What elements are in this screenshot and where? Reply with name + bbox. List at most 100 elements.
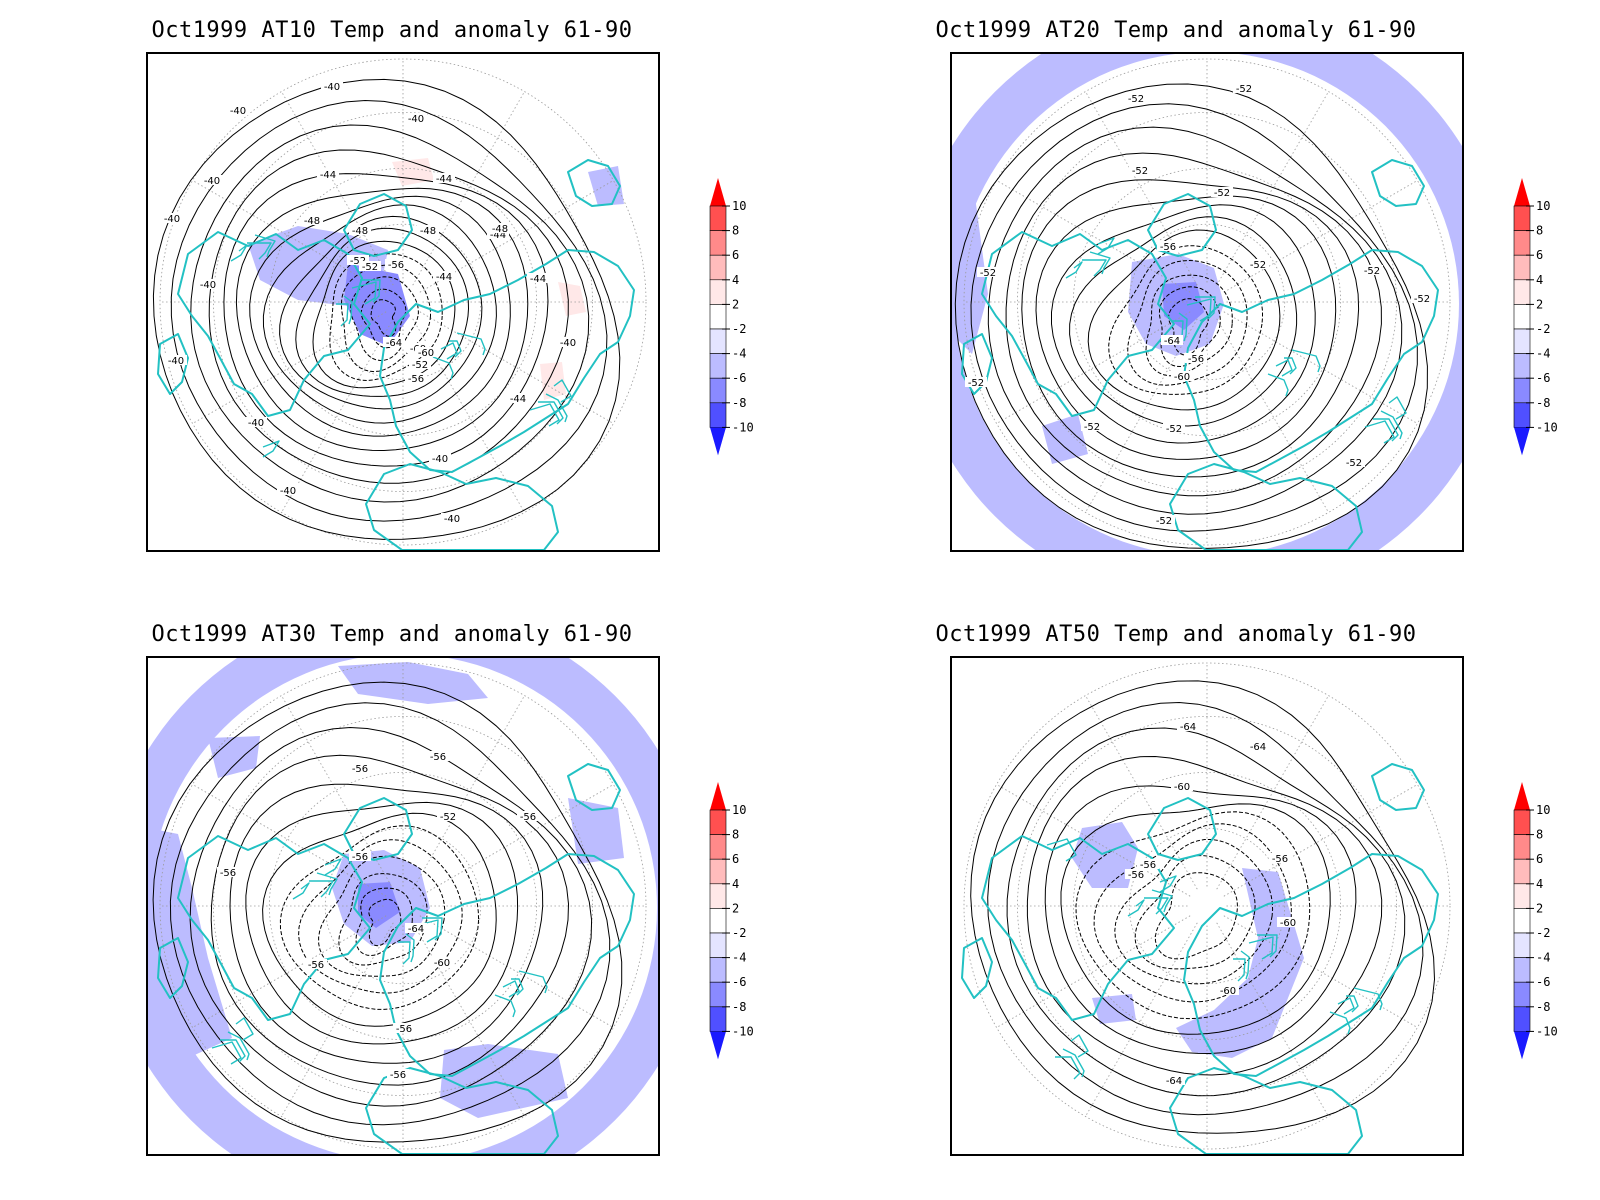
contour-label: -44 <box>530 274 546 285</box>
colorbar-tick-label: 10 <box>732 803 746 817</box>
colorbar-tick-label: -4 <box>732 347 746 361</box>
contour-label: -52 <box>1084 422 1100 433</box>
contour-label: -56 <box>390 1070 406 1081</box>
contour-label: -44 <box>320 170 336 181</box>
contour-label: -52 <box>980 268 996 279</box>
temperature-contours <box>954 83 1428 549</box>
contour-label: -56 <box>1160 242 1176 253</box>
colorbar-swatch <box>1513 353 1531 379</box>
polar-map-at50: -64-64-60-56-56-56-60-60-64 <box>961 662 1451 1154</box>
contour-label: -56 <box>430 752 446 763</box>
colorbar-tick-label: 10 <box>732 199 746 213</box>
colorbar-swatch <box>1513 254 1531 281</box>
colorbar-swatch <box>709 809 727 835</box>
contour-label: -52 <box>350 256 366 267</box>
contour-label: -52 <box>1214 188 1230 199</box>
colorbar-tick-label: 6 <box>732 248 739 262</box>
polar-map-at20: -52 -52 -52 -52 -52 -52 -52 -52 -52 -52 -52 -52 -52 -… <box>952 54 1462 550</box>
colorbar-swatch <box>709 957 727 983</box>
colorbar-tick-label: 8 <box>1536 224 1543 238</box>
contour-label: -56 <box>352 852 368 863</box>
colorbar-tick-label: 10 <box>1536 199 1550 213</box>
colorbar-tick-label: -8 <box>1536 1000 1550 1014</box>
contour-label: -44 <box>436 272 452 283</box>
colorbar-tick-label: 4 <box>732 877 739 891</box>
colorbar-tick-label: -8 <box>1536 396 1550 410</box>
colorbar-tick-label: 6 <box>1536 852 1543 866</box>
contour-label: -60 <box>418 348 434 359</box>
coastline-outline <box>157 159 635 550</box>
contour-labels: -64-64-60-56-56-56-60-60-64 <box>1125 721 1299 1087</box>
anomaly-shading <box>208 736 260 778</box>
contour-label: -52 <box>1156 516 1172 527</box>
colorbar-swatch <box>709 981 727 1008</box>
colorbar-swatch <box>709 858 727 885</box>
colorbar-swatch <box>1513 328 1531 354</box>
contour-label: -40 <box>164 214 180 225</box>
colorbar-swatch <box>709 254 727 281</box>
contour-label: -40 <box>200 280 216 291</box>
colorbar-tick-label: 2 <box>1536 297 1543 311</box>
anomaly-shading <box>568 798 624 864</box>
temperature-contours <box>970 680 1436 1134</box>
map-panel-at50: -64 -64 -60 -56 -56 -56 -60 -60 -64 <box>950 656 1464 1156</box>
contour-label: -56 <box>1188 354 1204 365</box>
contour-label: -40 <box>168 356 184 367</box>
colorbar-arrow-bottom <box>1514 1031 1530 1060</box>
contour-label: -52 <box>440 812 456 823</box>
colorbar-swatch <box>709 908 727 934</box>
anomaly-shading <box>440 1044 568 1118</box>
colorbar-arrow-top <box>1514 178 1530 206</box>
anomaly-shading <box>558 282 586 316</box>
colorbar-tick-label: 6 <box>732 852 739 866</box>
polar-map-at10: -40-40-40-40-40-40-40-40-40-40-40-40-44-… <box>152 58 647 550</box>
colorbar-tick-label: -6 <box>1536 975 1550 989</box>
colorbar-tick-label: 4 <box>1536 273 1543 287</box>
panel-title-at10: Oct1999 AT10 Temp and anomaly 61-90 <box>151 18 633 43</box>
colorbar-arrow-bottom <box>1514 427 1530 456</box>
contour-label: -56 <box>388 260 404 271</box>
colorbar-arrow-bottom <box>710 1031 726 1060</box>
contour-label: -64 <box>1250 742 1266 753</box>
colorbar-tick-label: 8 <box>1536 828 1543 842</box>
temperature-contours <box>152 78 621 540</box>
contour-label: -52 <box>1132 166 1148 177</box>
contour-label: -56 <box>220 868 236 879</box>
colorbar-swatch <box>709 353 727 379</box>
colorbar-legend-at20: 10 8 6 4 2 -2 -4 -6 -8 -10 <box>1510 178 1580 468</box>
contour-label: -52 <box>1236 84 1252 95</box>
contour-label: -40 <box>248 418 264 429</box>
colorbar-tick-label: 6 <box>1536 248 1543 262</box>
contour-label: -56 <box>396 1024 412 1035</box>
contour-label: -64 <box>408 924 424 935</box>
contour-label: -40 <box>230 106 246 117</box>
colorbar-tick-label: -6 <box>1536 371 1550 385</box>
anomaly-shading <box>1042 414 1088 464</box>
contour-label: -52 <box>362 262 378 273</box>
map-panel-at10: -40 -40 -40 -40 -40 -40 -40 -40 -40 -40 -40 -40 -44-… <box>146 52 660 552</box>
contour-label: -48 <box>492 224 508 235</box>
anomaly-shading <box>952 174 988 354</box>
colorbar-swatch <box>1513 402 1531 428</box>
anomaly-shading <box>358 882 400 928</box>
contour-label: -52 <box>1250 260 1266 271</box>
colorbar-tick-label: -2 <box>732 322 746 336</box>
colorbar-tick-label: -10 <box>732 420 754 434</box>
colorbar-tick-label: 2 <box>732 297 739 311</box>
anomaly-shading <box>338 662 488 704</box>
colorbar-swatch <box>709 328 727 354</box>
colorbar-swatch <box>1513 858 1531 885</box>
contour-label: -44 <box>436 174 452 185</box>
panel-title-at20: Oct1999 AT20 Temp and anomaly 61-90 <box>935 18 1417 43</box>
anomaly-shading <box>540 362 566 400</box>
colorbar-swatch <box>1513 981 1531 1008</box>
anomaly-shading <box>400 512 440 550</box>
contour-label: -64 <box>386 338 402 349</box>
colorbar-tick-label: -10 <box>732 1024 754 1038</box>
contour-label: -44 <box>510 394 526 405</box>
colorbar-tick-label: -4 <box>1536 951 1550 965</box>
colorbar-swatch <box>709 932 727 958</box>
colorbar-swatch <box>1513 957 1531 983</box>
colorbar-tick-label: 4 <box>732 273 739 287</box>
colorbar-swatch <box>1513 834 1531 860</box>
